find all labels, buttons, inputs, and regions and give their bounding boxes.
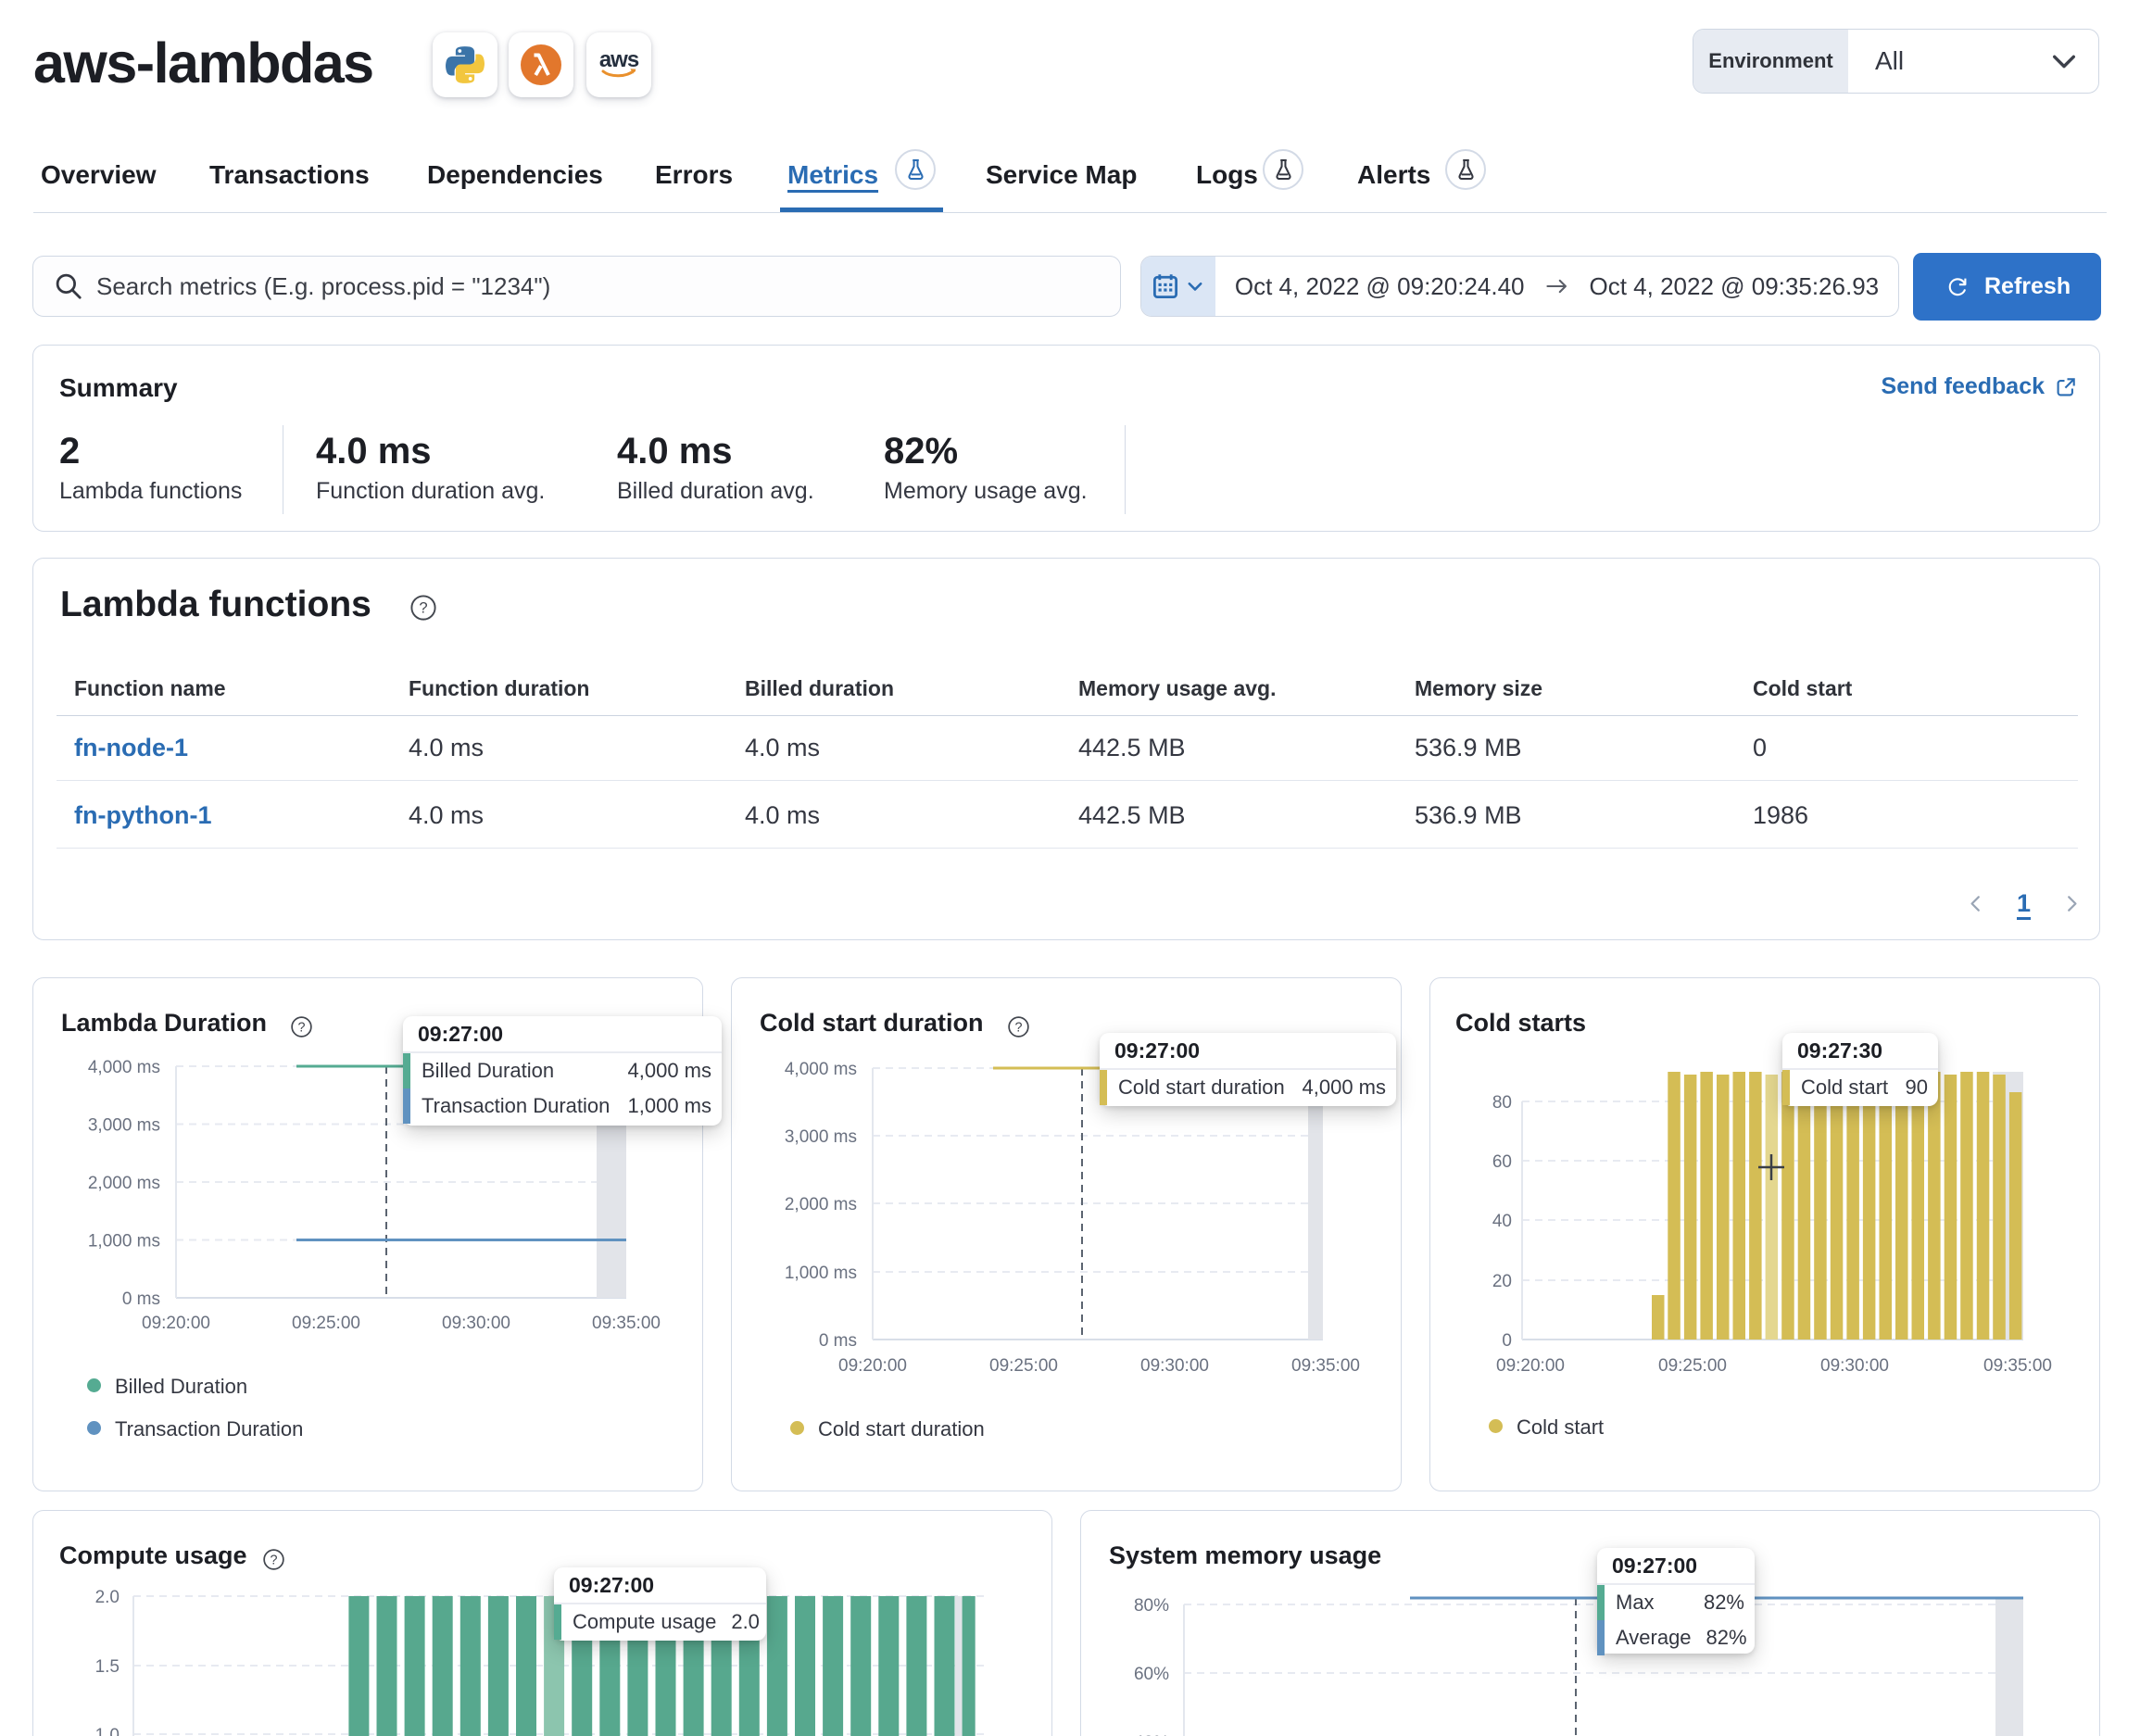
- svg-text:60%: 60%: [1134, 1665, 1169, 1684]
- svg-text:09:25:00: 09:25:00: [1658, 1356, 1727, 1376]
- svg-text:60: 60: [1492, 1152, 1512, 1172]
- svg-text:09:30:00: 09:30:00: [1140, 1356, 1209, 1376]
- svg-text:?: ?: [1015, 1020, 1023, 1035]
- svg-text:0: 0: [1502, 1331, 1512, 1351]
- svg-text:40: 40: [1492, 1212, 1512, 1231]
- svg-text:?: ?: [271, 1553, 278, 1567]
- svg-text:1.0: 1.0: [95, 1726, 120, 1736]
- svg-text:0 ms: 0 ms: [819, 1331, 857, 1351]
- svg-text:09:30:00: 09:30:00: [1820, 1356, 1889, 1376]
- svg-text:09:25:00: 09:25:00: [292, 1314, 360, 1333]
- svg-text:09:30:00: 09:30:00: [442, 1314, 510, 1333]
- svg-text:09:20:00: 09:20:00: [142, 1314, 210, 1333]
- svg-text:09:35:00: 09:35:00: [1983, 1356, 2052, 1376]
- svg-text:1,000 ms: 1,000 ms: [785, 1264, 857, 1283]
- svg-text:?: ?: [298, 1020, 306, 1035]
- svg-text:80%: 80%: [1134, 1596, 1169, 1616]
- svg-text:09:35:00: 09:35:00: [592, 1314, 661, 1333]
- svg-text:2.0: 2.0: [95, 1588, 120, 1607]
- svg-text:3,000 ms: 3,000 ms: [88, 1116, 160, 1136]
- svg-text:?: ?: [419, 599, 427, 617]
- svg-text:2,000 ms: 2,000 ms: [88, 1174, 160, 1193]
- svg-text:1.5: 1.5: [95, 1657, 120, 1677]
- svg-text:80: 80: [1492, 1093, 1512, 1113]
- svg-text:20: 20: [1492, 1272, 1512, 1291]
- svg-text:4,000 ms: 4,000 ms: [88, 1058, 160, 1077]
- svg-text:2,000 ms: 2,000 ms: [785, 1195, 857, 1214]
- svg-text:09:20:00: 09:20:00: [838, 1356, 907, 1376]
- svg-text:09:20:00: 09:20:00: [1496, 1356, 1565, 1376]
- svg-text:3,000 ms: 3,000 ms: [785, 1127, 857, 1147]
- svg-text:09:35:00: 09:35:00: [1291, 1356, 1360, 1376]
- svg-text:aws: aws: [599, 47, 639, 72]
- svg-text:40%: 40%: [1134, 1733, 1169, 1736]
- svg-text:09:25:00: 09:25:00: [989, 1356, 1058, 1376]
- svg-text:0 ms: 0 ms: [122, 1289, 160, 1309]
- svg-text:4,000 ms: 4,000 ms: [785, 1060, 857, 1079]
- svg-text:1,000 ms: 1,000 ms: [88, 1232, 160, 1252]
